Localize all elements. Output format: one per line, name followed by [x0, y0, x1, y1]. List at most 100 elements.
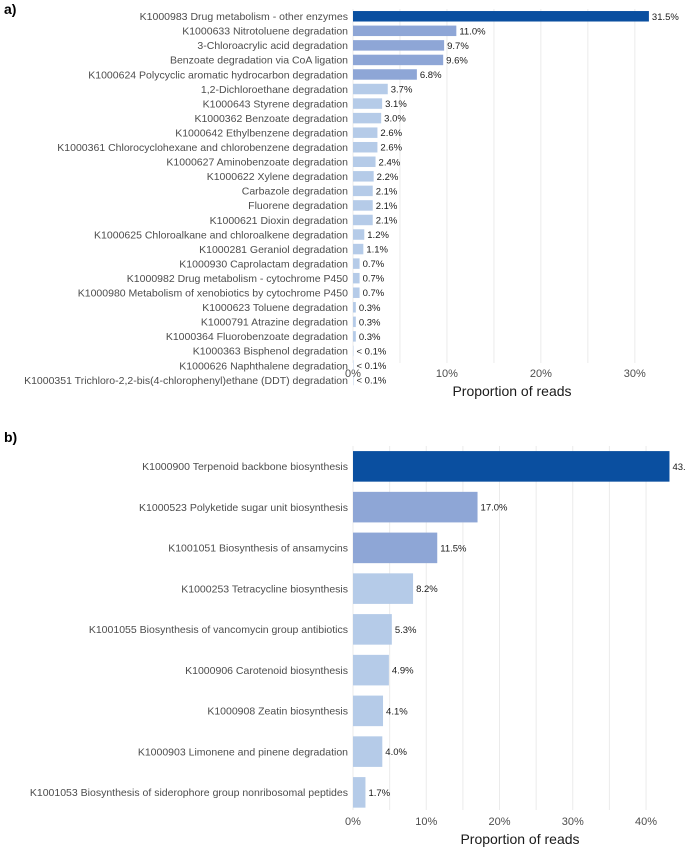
bar — [353, 171, 374, 182]
x-tick-label: 40% — [635, 816, 657, 828]
value-label: < 0.1% — [356, 361, 386, 372]
value-label: 6.8% — [420, 70, 442, 81]
category-label: K1000363 Bisphenol degradation — [193, 346, 348, 358]
bar — [353, 83, 388, 95]
bar — [353, 272, 360, 284]
value-label: 1.2% — [367, 230, 389, 241]
bar — [353, 654, 389, 686]
x-tick-label: 10% — [415, 816, 437, 828]
bar — [353, 287, 360, 298]
value-label: 1.7% — [368, 788, 390, 799]
bar — [353, 695, 384, 727]
category-label: K1000362 Benzoate degradation — [194, 113, 348, 125]
bar — [353, 258, 360, 269]
category-label: 3-Chloroacrylic acid degradation — [197, 40, 348, 52]
x-tick-label: 20% — [489, 816, 511, 828]
category-label: K1000623 Toluene degradation — [202, 302, 348, 314]
value-label: 0.7% — [363, 274, 385, 285]
x-tick-label: 30% — [624, 368, 646, 380]
bar — [353, 243, 364, 255]
category-label: K1000633 Nitrotoluene degradation — [182, 26, 348, 38]
category-label: K1000351 Trichloro-2,2-bis(4-chloropheny… — [24, 375, 348, 387]
panel-a-chart: a) 0% 10% 20% 30% Proportion of reads K1000983… — [4, 1, 679, 399]
value-label: 8.2% — [416, 584, 438, 595]
category-label: K1000253 Tetracycline biosynthesis — [181, 583, 348, 595]
category-label: K1000791 Atrazine degradation — [201, 317, 348, 329]
x-tick-label: 0% — [345, 816, 361, 828]
value-label: 2.2% — [377, 172, 399, 183]
value-label: 4.0% — [385, 747, 407, 758]
category-label: 1,2-Dichloroethane degradation — [201, 84, 348, 96]
value-label: < 0.1% — [356, 376, 386, 387]
bar — [353, 491, 478, 523]
x-tick-label: 0% — [345, 368, 361, 380]
x-tick-label: 30% — [562, 816, 584, 828]
value-label: 4.1% — [386, 706, 408, 717]
value-label: 31.5% — [652, 12, 679, 23]
bar — [353, 40, 445, 51]
value-label: 0.7% — [363, 259, 385, 270]
category-label: K1000983 Drug metabolism - other enzymes — [140, 11, 348, 23]
category-label: K1000281 Geraniol degradation — [199, 244, 348, 256]
bar — [353, 156, 376, 168]
bar — [353, 25, 457, 37]
bar — [353, 141, 378, 153]
value-label: 2.6% — [380, 143, 402, 154]
bar — [353, 214, 373, 226]
bar — [353, 532, 438, 564]
value-label: 9.6% — [446, 55, 468, 66]
value-label: 0.3% — [359, 317, 381, 328]
bar — [353, 777, 366, 808]
category-label: K1001055 Biosynthesis of vancomycin grou… — [89, 624, 348, 636]
x-tick-label: 10% — [436, 368, 458, 380]
panel-b-chart: b) 0% 10% 20% 30% 40% Proportion of reads K1000… — [4, 429, 685, 847]
bar — [353, 229, 365, 240]
bar — [353, 69, 417, 80]
category-label: K1001053 Biosynthesis of siderophore gro… — [30, 787, 348, 799]
category-label: K1000982 Drug metabolism - cytochrome P4… — [127, 273, 348, 285]
bar — [353, 302, 356, 313]
value-label: 5.3% — [395, 625, 417, 636]
value-label: 2.1% — [376, 186, 398, 197]
bar — [353, 316, 356, 328]
x-axis-title: Proportion of reads — [452, 383, 571, 399]
value-label: 1.1% — [366, 245, 388, 256]
bar — [353, 54, 444, 66]
value-label: 3.0% — [384, 114, 406, 125]
panel-label: b) — [4, 429, 17, 445]
category-label: K1001051 Biosynthesis of ansamycins — [168, 543, 348, 555]
bar — [353, 127, 378, 138]
category-label: K1000980 Metabolism of xenobiotics by cy… — [78, 288, 348, 300]
category-label: K1000930 Caprolactam degradation — [179, 258, 348, 270]
category-label: K1000624 Polycyclic aromatic hydrocarbon… — [88, 69, 348, 81]
value-label: 3.7% — [391, 85, 413, 96]
value-label: 11.5% — [440, 543, 467, 554]
category-label: K1000364 Fluorobenzoate degradation — [166, 331, 348, 343]
value-label: 11.0% — [459, 26, 486, 37]
value-label: 4.9% — [392, 666, 414, 677]
value-label: 17.0% — [481, 503, 508, 514]
value-label: 9.7% — [447, 41, 469, 52]
category-label: K1000903 Limonene and pinene degradation — [138, 746, 348, 758]
category-label: K1000361 Chlorocyclohexane and chloroben… — [57, 142, 348, 154]
value-label: 0.7% — [363, 288, 385, 299]
value-label: 0.3% — [359, 303, 381, 314]
category-label: K1000642 Ethylbenzene degradation — [175, 127, 348, 139]
value-label: 2.6% — [380, 128, 402, 139]
bar — [353, 614, 392, 645]
category-label: Fluorene degradation — [248, 200, 348, 212]
category-label: K1000900 Terpenoid backbone biosynthesis — [142, 461, 348, 473]
bar — [353, 451, 670, 482]
x-tick-label: 20% — [530, 368, 552, 380]
bar — [353, 98, 383, 109]
bar — [353, 573, 414, 604]
category-label: K1000906 Carotenoid biosynthesis — [185, 665, 348, 677]
category-label: Benzoate degradation via CoA ligation — [170, 55, 348, 67]
value-label: 2.4% — [379, 157, 401, 168]
category-label: K1000523 Polyketide sugar unit biosynthe… — [139, 502, 348, 514]
bar — [353, 736, 383, 767]
value-label: < 0.1% — [356, 346, 386, 357]
bar — [353, 112, 382, 124]
category-label: K1000627 Aminobenzoate degradation — [166, 157, 348, 169]
